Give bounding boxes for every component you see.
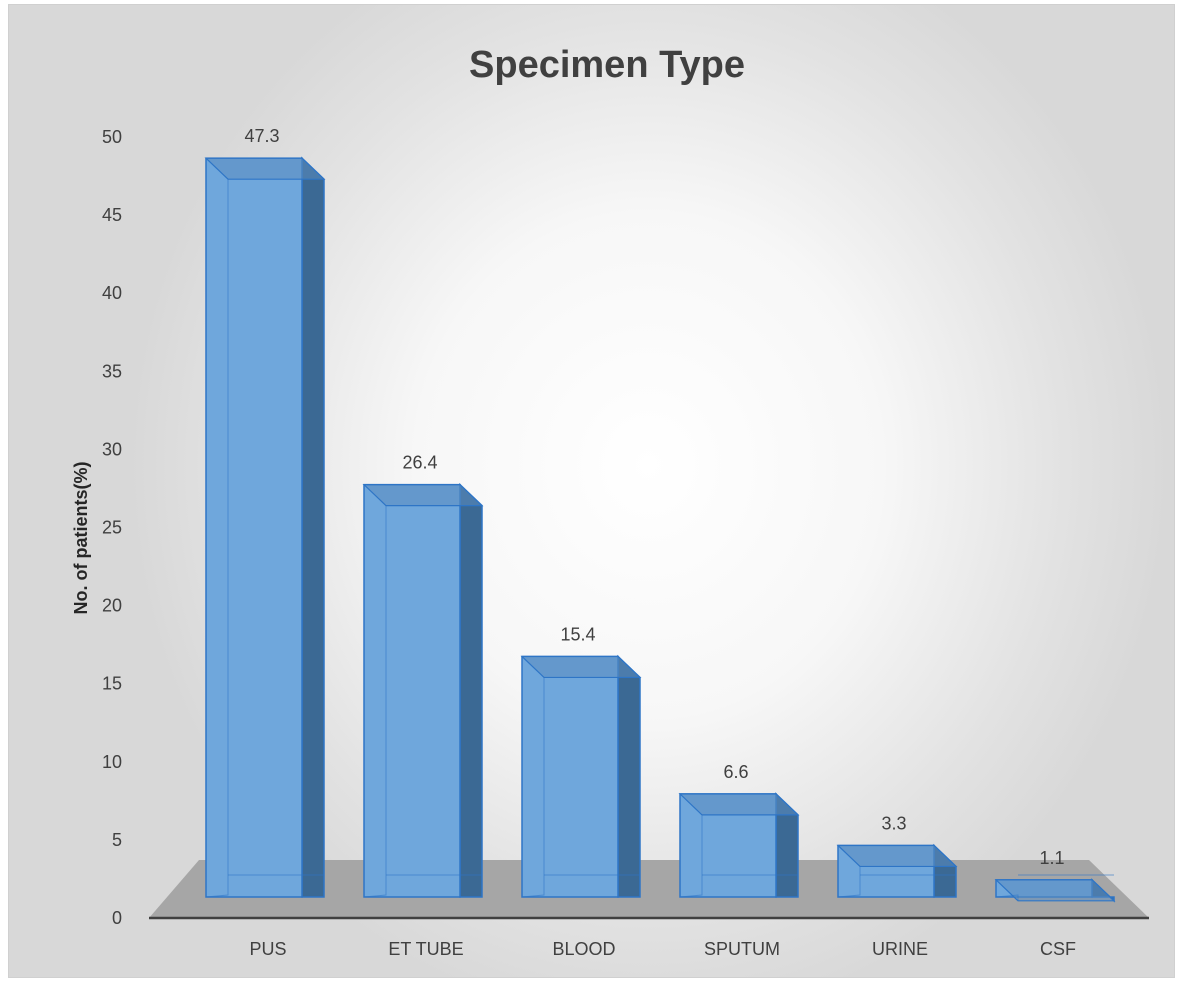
bar-inner-edge [837,866,861,898]
y-tick-label: 40 [102,283,122,303]
bar [362,482,484,898]
y-tick-label: 20 [102,596,122,616]
bar-front [205,157,303,898]
x-tick-label: URINE [872,939,928,959]
bar-inner-edge [995,894,1019,901]
data-label: 26.4 [402,453,437,473]
bar-top [678,793,800,816]
bar [994,874,1116,903]
bar-side [459,482,483,898]
bar-top [204,157,326,180]
data-label: 47.3 [244,126,279,146]
bar-side [301,156,325,898]
bar-side [617,654,641,898]
y-tick-label: 15 [102,674,122,694]
y-axis-ticks: 0 5 10 15 20 25 30 35 40 45 50 [102,127,122,928]
bar-inner-edge [521,677,545,898]
bar-top [836,844,958,868]
y-tick-label: 35 [102,361,122,381]
data-label: 1.1 [1039,848,1064,868]
y-tick-label: 10 [102,752,122,772]
y-tick-label: 5 [112,830,122,850]
data-label: 15.4 [560,624,595,644]
specimen-type-chart: Specimen Type No. of patients(%) 0 5 10 15 2… [71,44,1149,959]
bar-top [994,879,1116,902]
data-label: 3.3 [881,813,906,833]
bar [520,654,642,898]
bars [204,156,1116,903]
x-tick-label: ET TUBE [388,939,463,959]
data-label: 6.6 [723,762,748,782]
bar-inner-edge [363,505,387,898]
data-labels: 47.3 26.4 15.4 6.6 3.3 1.1 [244,126,1064,868]
y-tick-label: 25 [102,518,122,538]
bar-inner-edge [205,179,229,898]
chart-frame: Specimen Type No. of patients(%) 0 5 10 15 2… [8,4,1175,978]
bar-front [521,655,619,898]
y-tick-label: 30 [102,439,122,459]
y-tick-label: 50 [102,127,122,147]
bar-inner-edge [679,814,703,898]
x-tick-label: SPUTUM [704,939,780,959]
x-tick-label: CSF [1040,939,1076,959]
bar-front [363,483,461,898]
bar [836,843,958,898]
bar-top [362,484,484,507]
x-tick-label: BLOOD [552,939,615,959]
chart-title: Specimen Type [469,44,745,86]
y-axis-label: No. of patients(%) [71,462,91,615]
bar [678,792,800,898]
y-tick-label: 45 [102,205,122,225]
bar [204,156,326,898]
y-tick-label: 0 [112,908,122,928]
x-tick-label: PUS [249,939,286,959]
bar-top [520,655,642,679]
x-axis-categories: PUS ET TUBE BLOOD SPUTUM URINE CSF [249,939,1076,959]
